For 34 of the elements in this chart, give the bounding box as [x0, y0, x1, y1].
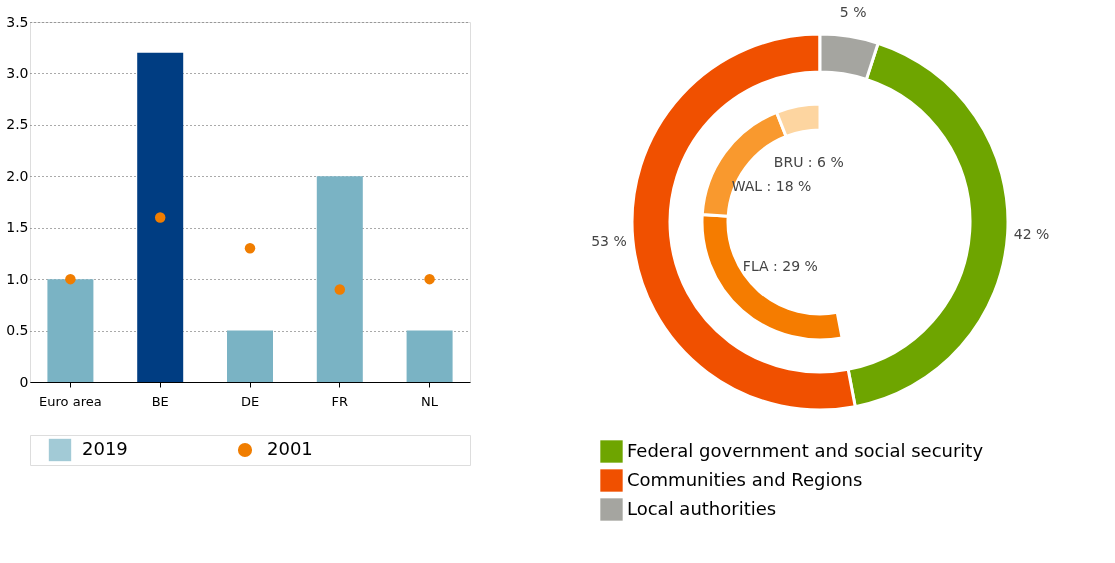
y-tick-label: 3.5	[6, 13, 29, 30]
point	[244, 243, 256, 254]
data-label: 5 %	[839, 3, 867, 20]
bar	[137, 52, 184, 382]
y-tick-label: 1.0	[6, 270, 29, 287]
bar	[316, 176, 363, 382]
x-tick-label: NL	[421, 393, 439, 409]
data-label: 53 %	[591, 232, 627, 249]
point	[334, 284, 346, 295]
y-tick-label: 3.0	[6, 64, 29, 81]
y-tick-label: 0.5	[6, 322, 29, 339]
x-tick-label: FR	[331, 393, 349, 409]
y-tick-label: 2.5	[6, 116, 29, 133]
legend-label: Federal government and social security	[627, 439, 984, 461]
data-label: BRU : 6 %	[773, 154, 844, 171]
legend-label: Communities and Regions	[627, 468, 863, 490]
bar	[47, 279, 94, 382]
point	[65, 273, 76, 285]
data-label: FLA : 29 %	[742, 258, 818, 275]
legend-label: Local authorities	[627, 497, 777, 519]
bar	[227, 330, 273, 382]
data-label: WAL : 18 %	[731, 177, 812, 194]
data-label: 42 %	[1013, 226, 1050, 243]
y-tick-label: 0	[19, 373, 29, 390]
x-tick-label: BE	[151, 393, 169, 409]
legend-label: 2001	[267, 438, 313, 459]
y-tick-label: 2.0	[6, 167, 29, 184]
point	[154, 212, 166, 223]
x-tick-label: DE	[240, 393, 260, 409]
y-tick-label: 1.5	[6, 219, 29, 236]
legend-label: 2019	[82, 438, 128, 459]
bar	[406, 330, 453, 382]
point	[424, 273, 435, 285]
x-tick-label: Euro area	[39, 393, 102, 409]
